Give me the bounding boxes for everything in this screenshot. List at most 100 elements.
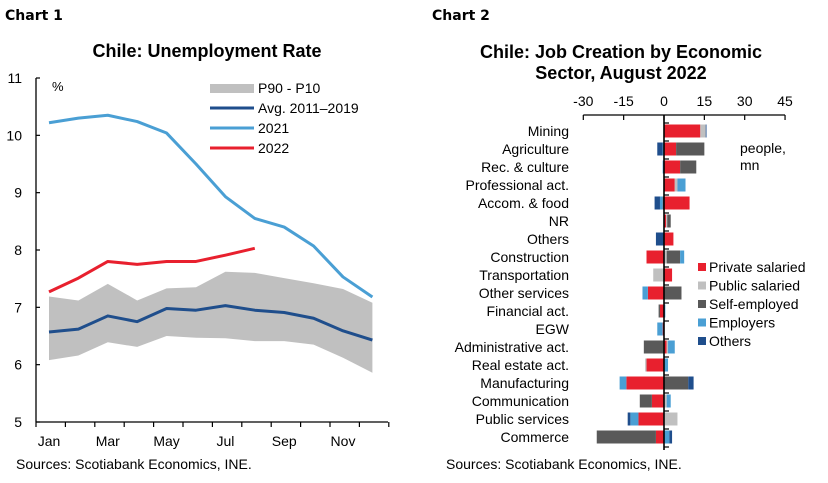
bar-segment	[630, 412, 639, 426]
category-label: NR	[549, 213, 569, 229]
bar-segment	[664, 430, 670, 444]
legend-swatch	[698, 263, 706, 271]
x-tick-label: -15	[614, 93, 634, 109]
bar-row	[657, 322, 664, 336]
bar-row	[646, 250, 685, 264]
unemployment-line-chart: 5 6 7 8 9 10 11 Jan Mar May Jul Sep Nov% P90 - P10 Avg…	[6, 70, 390, 449]
bar-segment	[664, 250, 667, 264]
y-tick-label: 6	[14, 357, 22, 373]
x-tick-label: 30	[737, 93, 753, 109]
x-tick-label: Jul	[216, 433, 234, 449]
legend-label: P90 - P10	[258, 80, 320, 96]
category-label: Communication	[472, 393, 569, 409]
bar-segment	[676, 142, 705, 156]
bar-segment	[664, 412, 678, 426]
bar-segment	[619, 376, 627, 390]
bar-row	[655, 232, 674, 246]
y-tick-label: 7	[14, 299, 22, 315]
bar-segment	[658, 304, 660, 318]
category-label: Mining	[528, 123, 569, 139]
bar-segment	[680, 250, 685, 264]
x-tick-label: May	[153, 433, 179, 449]
category-label: Public services	[476, 411, 569, 427]
unit-label: people,	[740, 140, 786, 156]
category-label: EGW	[536, 321, 570, 337]
bar-segment	[705, 124, 707, 138]
chart1-title: Chile: Unemployment Rate	[92, 41, 322, 61]
x-tick-label: Jan	[38, 433, 61, 449]
bar-segment	[668, 340, 675, 354]
bar-segment	[664, 394, 667, 408]
bar-row	[643, 340, 675, 354]
bar-segment	[646, 358, 664, 372]
chart1-panel: Chart 1 Chile: Unemployment Rate 5 6 7 8 9 10…	[5, 8, 390, 472]
bar-segment	[666, 340, 669, 354]
bar-segment	[688, 376, 694, 390]
legend-swatch	[698, 300, 706, 308]
bar-segment	[643, 340, 664, 354]
y-tick-label: 8	[14, 242, 22, 258]
category-label: Commerce	[501, 429, 570, 445]
bar-segment	[654, 196, 660, 210]
category-label: Other services	[479, 285, 569, 301]
unit-label: mn	[740, 157, 759, 173]
category-label: Real estate act.	[472, 357, 569, 373]
x-tick-label: Mar	[96, 433, 120, 449]
bar-segment	[669, 430, 673, 444]
bar-segment	[647, 286, 664, 300]
category-label: Financial act.	[487, 303, 569, 319]
bar-segment	[664, 232, 674, 246]
x-tick-label: 45	[777, 93, 793, 109]
bar-segment	[655, 430, 664, 444]
category-label: Transportation	[479, 267, 569, 283]
bar-segment	[666, 250, 681, 264]
bar-segment	[639, 394, 652, 408]
legend-label: Public salaried	[709, 278, 800, 294]
legend-label: Others	[709, 333, 751, 349]
bar-segment	[664, 286, 682, 300]
chart2-title: Chile: Job Creation by Economic Sector, …	[414, 42, 828, 84]
legend-swatch	[698, 337, 706, 345]
bar-segment	[666, 214, 668, 228]
category-label: Manufacturing	[480, 375, 569, 391]
chart2-label: Chart 2	[432, 8, 490, 24]
legend-label: 2022	[258, 140, 289, 156]
bar-segment	[664, 214, 667, 228]
legend-label: Avg. 2011–2019	[258, 100, 359, 116]
bar-row	[664, 214, 671, 228]
bar-row	[664, 178, 686, 192]
line-series	[48, 113, 374, 299]
bar-segment	[664, 196, 690, 210]
chart2-panel: Chart 2 Chile: Job Creation by Economic …	[414, 0, 828, 483]
legend-swatch-band	[210, 84, 254, 93]
bar-segment	[638, 412, 664, 426]
bar-segment	[664, 160, 681, 174]
job-creation-bar-chart: -30 -15 0 15 30 45 Mining Agriculture Rec. & cul…	[455, 93, 806, 450]
bar-segment	[664, 268, 673, 282]
category-label: Accom. & food	[478, 195, 569, 211]
bar-segment	[700, 124, 706, 138]
bar-segment	[657, 142, 663, 156]
bar-segment	[653, 268, 664, 282]
bar-segment	[667, 214, 671, 228]
chart1-source: Sources: Scotiabank Economics, INE.	[16, 456, 252, 472]
category-label: Administrative act.	[455, 339, 569, 355]
bar-segment	[664, 376, 689, 390]
bar-segment	[627, 412, 631, 426]
chart2-title-line1: Chile: Job Creation by Economic	[479, 42, 763, 62]
legend-label: 2021	[258, 120, 289, 136]
bar-segment	[674, 178, 678, 192]
p90-p10-band	[49, 271, 373, 373]
bar-row	[619, 376, 694, 390]
bar-row	[596, 430, 673, 444]
legend-swatch	[698, 318, 706, 327]
category-label: Rec. & culture	[481, 159, 569, 175]
legend-swatch	[698, 281, 706, 290]
bar-segment	[664, 124, 701, 138]
x-tick-label: -30	[573, 93, 593, 109]
category-label: Construction	[490, 249, 569, 265]
bar-segment	[666, 394, 671, 408]
bar-segment	[659, 196, 663, 210]
legend-label: Self-employed	[709, 296, 799, 312]
y-tick-label: 10	[6, 127, 22, 143]
